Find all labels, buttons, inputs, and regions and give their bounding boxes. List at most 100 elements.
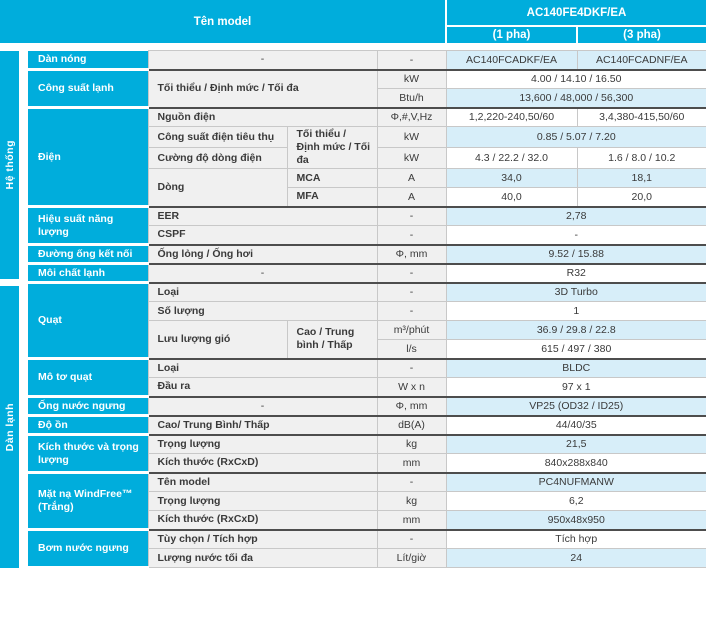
unit-cell: Φ,#,V,Hz: [376, 106, 447, 127]
unit-cell: kW: [376, 126, 447, 148]
table-row: Bơm nước ngưng Tùy chọn / Tích hợp - Tíc…: [0, 528, 706, 569]
table-row: Dàn lạnh Quạt Loại - 3D Turbo: [0, 281, 706, 568]
value-cell: 97 x 1: [445, 377, 706, 397]
header-table: Tên model AC140FE4DKF/EA (1 pha) (3 pha): [0, 0, 706, 43]
value-cell: 6,2: [445, 491, 706, 511]
value-cell: BLDC: [445, 357, 706, 378]
unit-cell: -: [376, 528, 447, 549]
unit-cell: mm: [376, 510, 447, 530]
value-1pha: AC140FCADKF/EA: [445, 50, 578, 70]
spec-label: Tên model: [147, 471, 378, 492]
spec-label: Cường độ dòng điện: [147, 147, 288, 169]
spec-table: Hệ thống Dàn nóng - - AC140FCADKF/EA AC1…: [0, 50, 706, 569]
spec-label: Đầu ra: [147, 377, 378, 397]
value-cell: 4.00 / 14.10 / 16.50: [445, 68, 706, 89]
sub-label: Cao / Trung bình / Thấp: [286, 320, 378, 359]
unit-cell: -: [376, 357, 447, 378]
category-bom-nuoc-ngung: Bơm nước ngưng: [28, 529, 148, 569]
category-dan-nong: Dàn nóng: [28, 50, 148, 71]
unit-cell: Lít/giờ: [376, 548, 447, 568]
table-row: Mô tơ quạt Loại - BLDC: [0, 357, 706, 398]
value-cell: PC4NUFMANW: [445, 471, 706, 492]
spec-label: Tùy chọn / Tích hợp: [147, 528, 378, 549]
spec-label: Lượng nước tối đa: [147, 548, 378, 568]
spec-label: Trọng lượng: [147, 433, 378, 454]
table-row: Lưu lượng gió Cao / Trung bình / Thấp m³…: [0, 320, 706, 359]
value-cell: 615 / 497 / 380: [445, 339, 706, 359]
unit-cell: kW: [376, 147, 447, 169]
sub-label: MCA: [286, 168, 378, 188]
category-mat-na-windfree: Mặt nạ WindFree™ (Trắng): [28, 472, 148, 531]
unit-cell: Φ, mm: [376, 243, 447, 264]
value-cell: 9.52 / 15.88: [445, 243, 706, 264]
value-1pha: 40,0: [445, 187, 578, 207]
spec-label: Loại: [147, 357, 378, 378]
spec-label: Cao/ Trung Bình/ Thấp: [147, 414, 378, 435]
value-3pha: 3,4,380-415,50/60: [576, 106, 706, 127]
spec-label: Công suất điện tiêu thụ: [147, 126, 288, 148]
category-duong-ong: Đường ống kết nối: [28, 244, 148, 265]
table-row: Hiệu suất năng lượng EER - 2,78: [0, 205, 706, 246]
table-row: Công suất lạnh Tối thiểu / Định mức / Tố…: [0, 68, 706, 109]
spec-label: -: [147, 50, 378, 70]
value-cell: 3D Turbo: [445, 281, 706, 302]
table-row: Dòng MCA A 34,0 18,1: [0, 168, 706, 207]
section-strip-he-thong: Hệ thống: [0, 50, 19, 286]
spec-label: Trọng lượng: [147, 491, 378, 511]
strip-gap: [19, 50, 28, 568]
unit-cell: A: [376, 168, 447, 188]
phase1-header: (1 pha): [445, 26, 577, 43]
category-cong-suat-lanh: Công suất lạnh: [28, 69, 148, 109]
value-cell: 44/40/35: [445, 414, 706, 435]
table-row: MFA A 40,0 20,0: [0, 187, 706, 207]
value-cell: 24: [445, 548, 706, 568]
unit-cell: -: [376, 301, 447, 321]
table-row: Công suất điện tiêu thụ Tối thiểu / Định…: [0, 126, 706, 169]
spec-label: EER: [147, 205, 378, 226]
unit-cell: Btu/h: [376, 88, 447, 108]
phase2-header: (3 pha): [575, 26, 706, 43]
spec-label: Nguồn điện: [147, 106, 378, 127]
category-do-on: Độ ồn: [28, 415, 148, 436]
value-cell: 21,5: [445, 433, 706, 454]
section-strip-dan-lanh: Dàn lạnh: [0, 282, 19, 568]
unit-cell: kg: [376, 491, 447, 511]
spec-label: Số lượng: [147, 301, 378, 321]
value-cell: 950x48x950: [445, 510, 706, 530]
table-row: Đầu ra W x n 97 x 1: [0, 377, 706, 397]
table-row: Hệ thống Dàn nóng - - AC140FCADKF/EA AC1…: [0, 50, 706, 568]
spec-label: Tối thiểu / Định mức / Tối đa: [147, 68, 378, 108]
category-hieu-suat: Hiệu suất năng lượng: [28, 206, 148, 246]
header-body-gap: [0, 43, 706, 50]
value-cell: 2,78: [445, 205, 706, 226]
unit-cell: kg: [376, 433, 447, 454]
unit-cell: -: [376, 262, 447, 283]
unit-cell: -: [376, 205, 447, 226]
value-3pha: 20,0: [576, 187, 706, 207]
spec-label: CSPF: [147, 225, 378, 245]
unit-cell: dB(A): [376, 414, 447, 435]
unit-cell: -: [376, 50, 447, 70]
spec-label: Lưu lượng gió: [147, 320, 288, 359]
value-cell: 1: [445, 301, 706, 321]
unit-cell: -: [376, 225, 447, 245]
unit-cell: W x n: [376, 377, 447, 397]
category-ong-nuoc-ngung: Ống nước ngưng: [28, 396, 148, 417]
category-moi-chat-lanh: Môi chất lạnh: [28, 263, 148, 284]
table-row: Cường độ dòng điện kW 4.3 / 22.2 / 32.0 …: [0, 147, 706, 169]
value-cell: VP25 (OD32 / ID25): [445, 395, 706, 416]
sub-label: MFA: [286, 187, 378, 207]
unit-cell: m³/phút: [376, 320, 447, 340]
table-row: Mặt nạ WindFree™ (Trắng) Tên model - PC4…: [0, 471, 706, 531]
table-row: Điện Nguồn điện Φ,#,V,Hz 1,2,220-240,50/…: [0, 106, 706, 208]
category-dien: Điện: [28, 107, 148, 208]
table-row: Lượng nước tối đa Lít/giờ 24: [0, 548, 706, 568]
table-row: Kích thước và trọng lượng Trọng lượng kg…: [0, 433, 706, 474]
model-number-header: AC140FE4DKF/EA: [444, 0, 706, 27]
spec-label: -: [147, 262, 378, 283]
unit-cell: -: [376, 281, 447, 302]
unit-cell: kW: [376, 68, 447, 89]
value-cell: 13,600 / 48,000 / 56,300: [445, 88, 706, 108]
sub-label: Tối thiểu / Định mức / Tối đa: [286, 126, 378, 169]
spec-label: Kích thước (RxCxD): [147, 453, 378, 473]
